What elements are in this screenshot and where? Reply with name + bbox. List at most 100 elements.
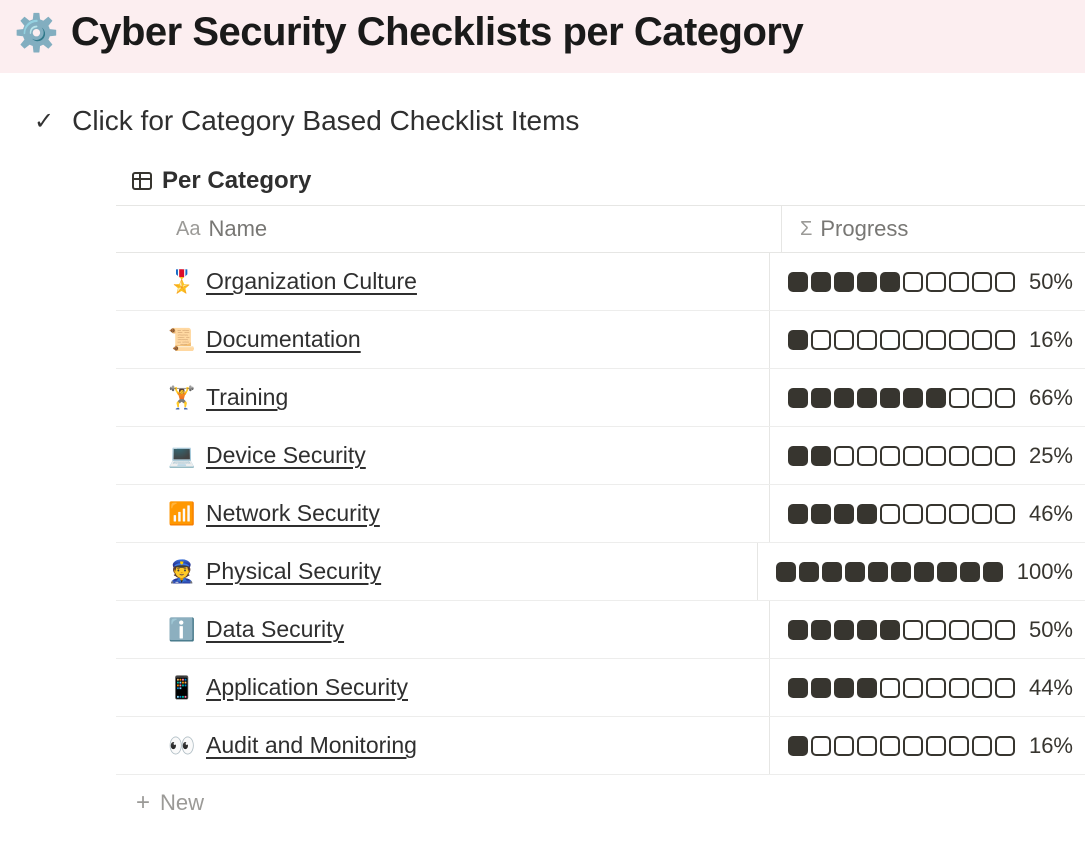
progress-segment-empty (811, 736, 831, 756)
column-label-progress: Progress (820, 216, 908, 242)
new-row-label: New (160, 790, 204, 816)
progress-segment-filled (834, 388, 854, 408)
cell-progress: 25% (769, 427, 1085, 484)
progress-percent: 16% (1029, 327, 1073, 353)
progress-segment-empty (811, 330, 831, 350)
database-view-name: Per Category (162, 167, 311, 195)
progress-segment-empty (880, 678, 900, 698)
progress-percent: 66% (1029, 385, 1073, 411)
page-title: Cyber Security Checklists per Category (71, 10, 803, 55)
column-header-name[interactable]: Aa Name (116, 206, 781, 252)
progress-segment-empty (995, 446, 1015, 466)
row-name-link[interactable]: Audit and Monitoring (206, 732, 417, 759)
progress-segment-filled (880, 620, 900, 640)
table-row[interactable]: 👀 Audit and Monitoring 16% (116, 717, 1085, 775)
progress-segment-empty (949, 736, 969, 756)
cell-name[interactable]: ℹ️Data Security (116, 601, 769, 658)
cell-progress: 66% (769, 369, 1085, 426)
row-name-link[interactable]: Device Security (206, 442, 366, 469)
progress-bar (776, 562, 1003, 582)
progress-segment-empty (903, 736, 923, 756)
gear-icon: ⚙️ (14, 15, 59, 51)
database-view-header[interactable]: Per Category (24, 157, 1085, 205)
progress-segment-filled (937, 562, 957, 582)
row-name-link[interactable]: Training (206, 384, 288, 411)
progress-segment-filled (788, 620, 808, 640)
progress-segment-empty (903, 330, 923, 350)
progress-percent: 46% (1029, 501, 1073, 527)
table-row[interactable]: 📜Documentation 16% (116, 311, 1085, 369)
cell-name[interactable]: 🎖️Organization Culture (116, 253, 769, 310)
cell-name[interactable]: 📜Documentation (116, 311, 769, 368)
cell-name[interactable]: 🏋️ Training (116, 369, 769, 426)
progress-segment-filled (788, 678, 808, 698)
row-name-link[interactable]: Data Security (206, 616, 344, 643)
progress-bar (788, 736, 1015, 756)
progress-percent: 16% (1029, 733, 1073, 759)
cell-progress: 46% (769, 485, 1085, 542)
column-label-name: Name (208, 216, 267, 242)
progress-segment-filled (811, 678, 831, 698)
row-emoji-icon: 👮 (168, 559, 194, 585)
row-name-link[interactable]: Application Security (206, 674, 408, 701)
progress-segment-filled (834, 620, 854, 640)
progress-segment-empty (926, 446, 946, 466)
progress-bar (788, 388, 1015, 408)
row-name-link[interactable]: Network Security (206, 500, 380, 527)
progress-segment-filled (868, 562, 888, 582)
row-emoji-icon: 💻 (168, 443, 194, 469)
progress-segment-empty (995, 388, 1015, 408)
progress-segment-filled (857, 504, 877, 524)
progress-segment-filled (880, 272, 900, 292)
progress-segment-filled (914, 562, 934, 582)
progress-segment-empty (949, 272, 969, 292)
new-row-button[interactable]: + New (116, 775, 1085, 817)
formula-type-icon: Σ (800, 218, 812, 241)
progress-segment-filled (926, 388, 946, 408)
cell-name[interactable]: 👀 Audit and Monitoring (116, 717, 769, 774)
table-icon (130, 169, 154, 193)
table-row[interactable]: 📱Application Security 44% (116, 659, 1085, 717)
table-row[interactable]: 💻 Device Security 25% (116, 427, 1085, 485)
row-name-link[interactable]: Physical Security (206, 558, 381, 585)
cell-name[interactable]: 💻 Device Security (116, 427, 769, 484)
progress-segment-filled (983, 562, 1003, 582)
progress-segment-empty (949, 678, 969, 698)
cell-name[interactable]: 📶Network Security (116, 485, 769, 542)
progress-bar (788, 272, 1015, 292)
cell-name[interactable]: 👮 Physical Security (116, 543, 757, 600)
progress-segment-empty (857, 736, 877, 756)
progress-segment-filled (822, 562, 842, 582)
progress-percent: 100% (1017, 559, 1073, 585)
progress-segment-empty (972, 678, 992, 698)
progress-bar (788, 504, 1015, 524)
progress-segment-empty (926, 504, 946, 524)
row-name-link[interactable]: Documentation (206, 326, 361, 353)
table-row[interactable]: 🏋️ Training 66% (116, 369, 1085, 427)
cell-progress: 100% (757, 543, 1085, 600)
progress-bar (788, 330, 1015, 350)
progress-percent: 25% (1029, 443, 1073, 469)
progress-segment-empty (880, 504, 900, 524)
row-name-link[interactable]: Organization Culture (206, 268, 417, 295)
plus-icon: + (136, 789, 150, 817)
toggle-heading[interactable]: ✓ Click for Category Based Checklist Ite… (24, 97, 1085, 157)
table-row[interactable]: ℹ️Data Security50% (116, 601, 1085, 659)
progress-segment-empty (834, 446, 854, 466)
progress-segment-empty (995, 736, 1015, 756)
row-emoji-icon: 🏋️ (168, 385, 194, 411)
row-emoji-icon: 👀 (168, 733, 194, 759)
column-header-progress[interactable]: Σ Progress (781, 206, 1085, 252)
progress-segment-empty (949, 388, 969, 408)
progress-segment-filled (891, 562, 911, 582)
table-row[interactable]: 👮 Physical Security 100% (116, 543, 1085, 601)
table-row[interactable]: 📶Network Security 46% (116, 485, 1085, 543)
cell-progress: 16% (769, 311, 1085, 368)
progress-segment-empty (995, 504, 1015, 524)
cell-name[interactable]: 📱Application Security (116, 659, 769, 716)
progress-segment-empty (903, 678, 923, 698)
progress-percent: 44% (1029, 675, 1073, 701)
progress-segment-filled (788, 446, 808, 466)
progress-segment-empty (834, 736, 854, 756)
table-row[interactable]: 🎖️Organization Culture50% (116, 253, 1085, 311)
